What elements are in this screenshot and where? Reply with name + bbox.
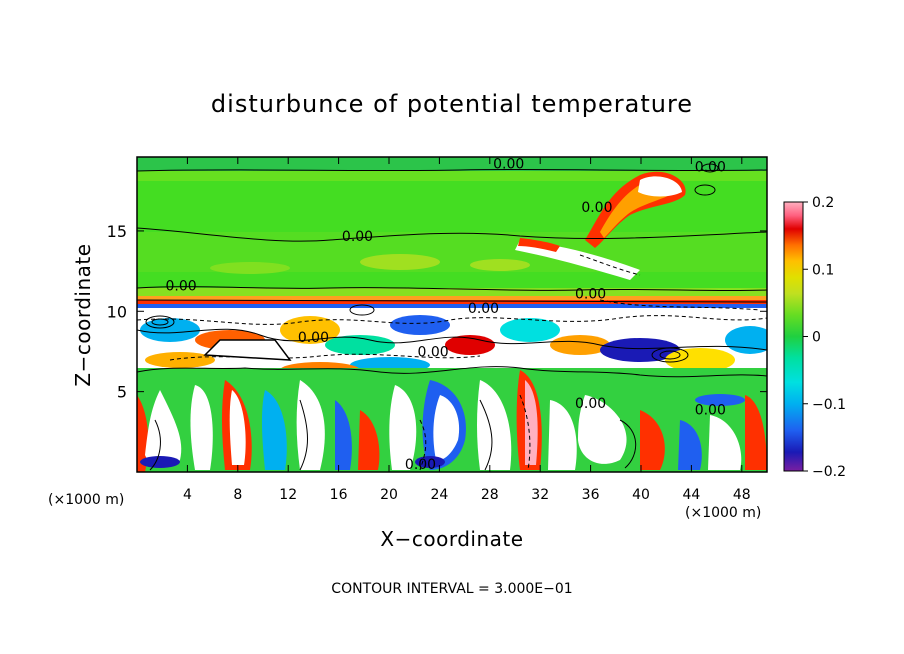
x-tick-label: 40 [632,487,650,503]
contour-label: 0.00 [695,402,726,418]
colorbar-tick-label: −0.2 [812,464,846,480]
x-tick-label: 12 [279,487,297,503]
colorbar-tick-label: −0.1 [812,397,846,413]
contour-label: 0.00 [695,160,726,176]
y-tick-label: 10 [107,302,127,321]
x-axis: 4 8 12 16 20 24 28 32 36 40 44 48 [183,157,751,503]
contour-label: 0.00 [298,330,329,346]
contour-label: 0.00 [342,229,373,245]
colorbar-tick-label: 0 [812,330,821,346]
x-tick-label: 44 [682,487,700,503]
colorbar-ticks: 0.2 0.1 0 −0.1 −0.2 [803,195,846,480]
x-axis-label: X−coordinate [380,527,523,551]
x-tick-label: 4 [183,487,192,503]
contour-label: 0.00 [493,156,524,172]
x-unit-right: (×1000 m) [685,505,761,521]
y-axis-label: Z−coordinate [71,243,95,386]
contour-label: 0.00 [405,457,436,473]
x-tick-label: 16 [330,487,348,503]
x-tick-label: 8 [233,487,242,503]
y-tick-label: 5 [117,383,127,402]
heatmap-field [137,157,767,472]
colorbar-tick-label: 0.2 [812,195,834,211]
colorbar-tick-label: 0.1 [812,262,834,278]
contour-interval-note: CONTOUR INTERVAL = 3.000E−01 [331,581,572,597]
x-tick-label: 48 [733,487,751,503]
y-tick-label: 15 [107,222,127,241]
x-unit-left: (×1000 m) [48,492,124,508]
x-tick-label: 20 [380,487,398,503]
x-tick-label: 28 [481,487,499,503]
x-tick-label: 32 [531,487,549,503]
contour-label: 0.00 [581,200,612,216]
y-axis: 5 10 15 [107,222,767,402]
chart-title: disturbunce of potential temperature [211,90,693,118]
contour-label: 0.00 [575,396,606,412]
contour-labels: 0.00 0.00 0.00 0.00 0.00 0.00 0.00 0.00 0.00 0.00… [166,156,726,473]
contour-label: 0.00 [418,344,449,360]
x-tick-label: 24 [430,487,448,503]
contour-label: 0.00 [166,279,197,295]
colorbar [783,201,804,472]
x-tick-label: 36 [582,487,600,503]
plot-frame [136,156,768,473]
contour-label: 0.00 [575,287,606,303]
contour-label: 0.00 [468,301,499,317]
